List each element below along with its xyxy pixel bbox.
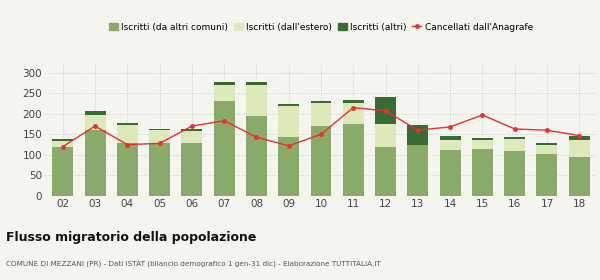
Bar (117, 125, 138, 143)
Bar (214, 101, 235, 196)
Bar (181, 129, 202, 131)
Bar (52, 141, 73, 148)
Legend: Iscritti (da altri comuni), Iscritti (dall'estero), Iscritti (altri), Cancellati: Iscritti (da altri comuni), Iscritti (da… (105, 19, 537, 35)
Bar (440, 136, 461, 140)
Bar (440, 140, 461, 150)
Text: COMUNE DI MEZZANI (PR) - Dati ISTAT (bilancio demografico 1 gen-31 dic) - Elabor: COMUNE DI MEZZANI (PR) - Dati ISTAT (bil… (6, 260, 381, 267)
Bar (504, 151, 525, 196)
Bar (472, 149, 493, 196)
Bar (343, 124, 364, 196)
Bar (311, 101, 331, 104)
Bar (536, 143, 557, 144)
Bar (311, 104, 331, 126)
Text: Flusso migratorio della popolazione: Flusso migratorio della popolazione (6, 231, 256, 244)
Bar (246, 85, 267, 116)
Bar (440, 150, 461, 196)
Bar (536, 144, 557, 154)
Bar (85, 111, 106, 115)
Bar (278, 137, 299, 196)
Bar (407, 125, 428, 144)
Bar (504, 137, 525, 139)
Bar (214, 82, 235, 85)
Bar (278, 104, 299, 106)
Bar (85, 130, 106, 196)
Bar (52, 148, 73, 196)
Bar (149, 130, 170, 143)
Bar (569, 157, 590, 196)
Bar (85, 115, 106, 130)
Bar (375, 97, 396, 124)
Bar (343, 104, 364, 124)
Bar (246, 116, 267, 196)
Bar (407, 144, 428, 196)
Bar (375, 147, 396, 196)
Bar (149, 129, 170, 130)
Bar (569, 136, 590, 140)
Bar (214, 85, 235, 101)
Bar (311, 126, 331, 196)
Bar (472, 140, 493, 149)
Bar (181, 143, 202, 196)
Bar (472, 137, 493, 140)
Bar (181, 131, 202, 143)
Bar (149, 143, 170, 196)
Bar (504, 139, 525, 151)
Bar (375, 124, 396, 147)
Bar (52, 139, 73, 141)
Bar (246, 82, 267, 85)
Bar (117, 143, 138, 196)
Bar (569, 140, 590, 157)
Bar (117, 123, 138, 125)
Bar (536, 154, 557, 196)
Bar (343, 100, 364, 104)
Bar (278, 106, 299, 137)
